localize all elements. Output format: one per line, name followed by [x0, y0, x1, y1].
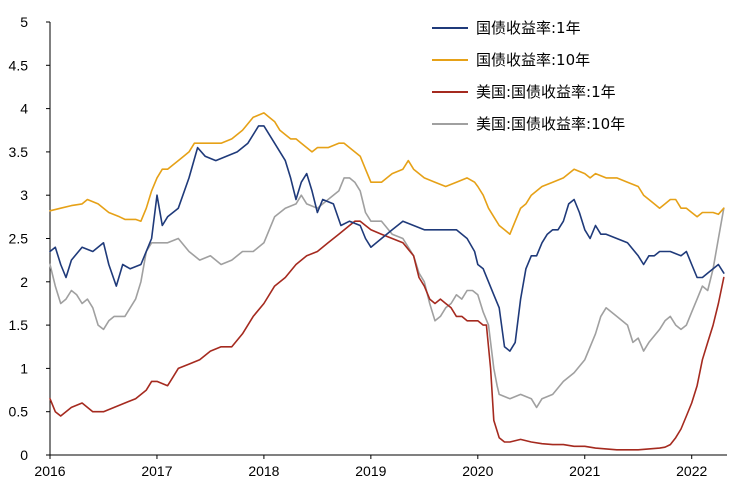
- legend-label-2: 美国:国债收益率:1年: [476, 83, 616, 101]
- legend-label-3: 美国:国债收益率:10年: [476, 115, 625, 133]
- x-tick-label: 2021: [569, 463, 600, 479]
- x-tick-label: 2022: [676, 463, 707, 479]
- series-line-3: [49, 177, 725, 409]
- y-tick-label: 3: [20, 187, 28, 203]
- y-tick-label: 5: [20, 14, 28, 30]
- y-tick-label: 0.5: [9, 404, 29, 420]
- series-line-1: [49, 112, 725, 235]
- axes: 0 0.5 1 1.5 2 2.5 3 3.5 4 4.5 5 2016 2017 2018 2019 202…: [9, 14, 727, 479]
- y-tick-label: 2.5: [9, 231, 29, 247]
- y-tick-label: 3.5: [9, 144, 29, 160]
- y-tick-label: 1.5: [9, 317, 29, 333]
- legend-label-1: 国债收益率:10年: [476, 51, 590, 69]
- series-line-2: [49, 220, 725, 451]
- y-tick-label: 4: [20, 101, 28, 117]
- x-tick-label: 2019: [355, 463, 386, 479]
- series-line-0: [49, 125, 725, 352]
- series-lines: [49, 112, 725, 451]
- legend-label-0: 国债收益率:1年: [476, 19, 581, 37]
- y-tick-label: 0: [20, 447, 28, 463]
- x-tick-label: 2020: [462, 463, 493, 479]
- y-tick-label: 2: [20, 274, 28, 290]
- y-tick-label: 1: [20, 360, 28, 376]
- x-tick-label: 2018: [248, 463, 279, 479]
- x-tick-label: 2017: [141, 463, 172, 479]
- y-tick-label: 4.5: [9, 57, 29, 73]
- x-tick-label: 2016: [34, 463, 65, 479]
